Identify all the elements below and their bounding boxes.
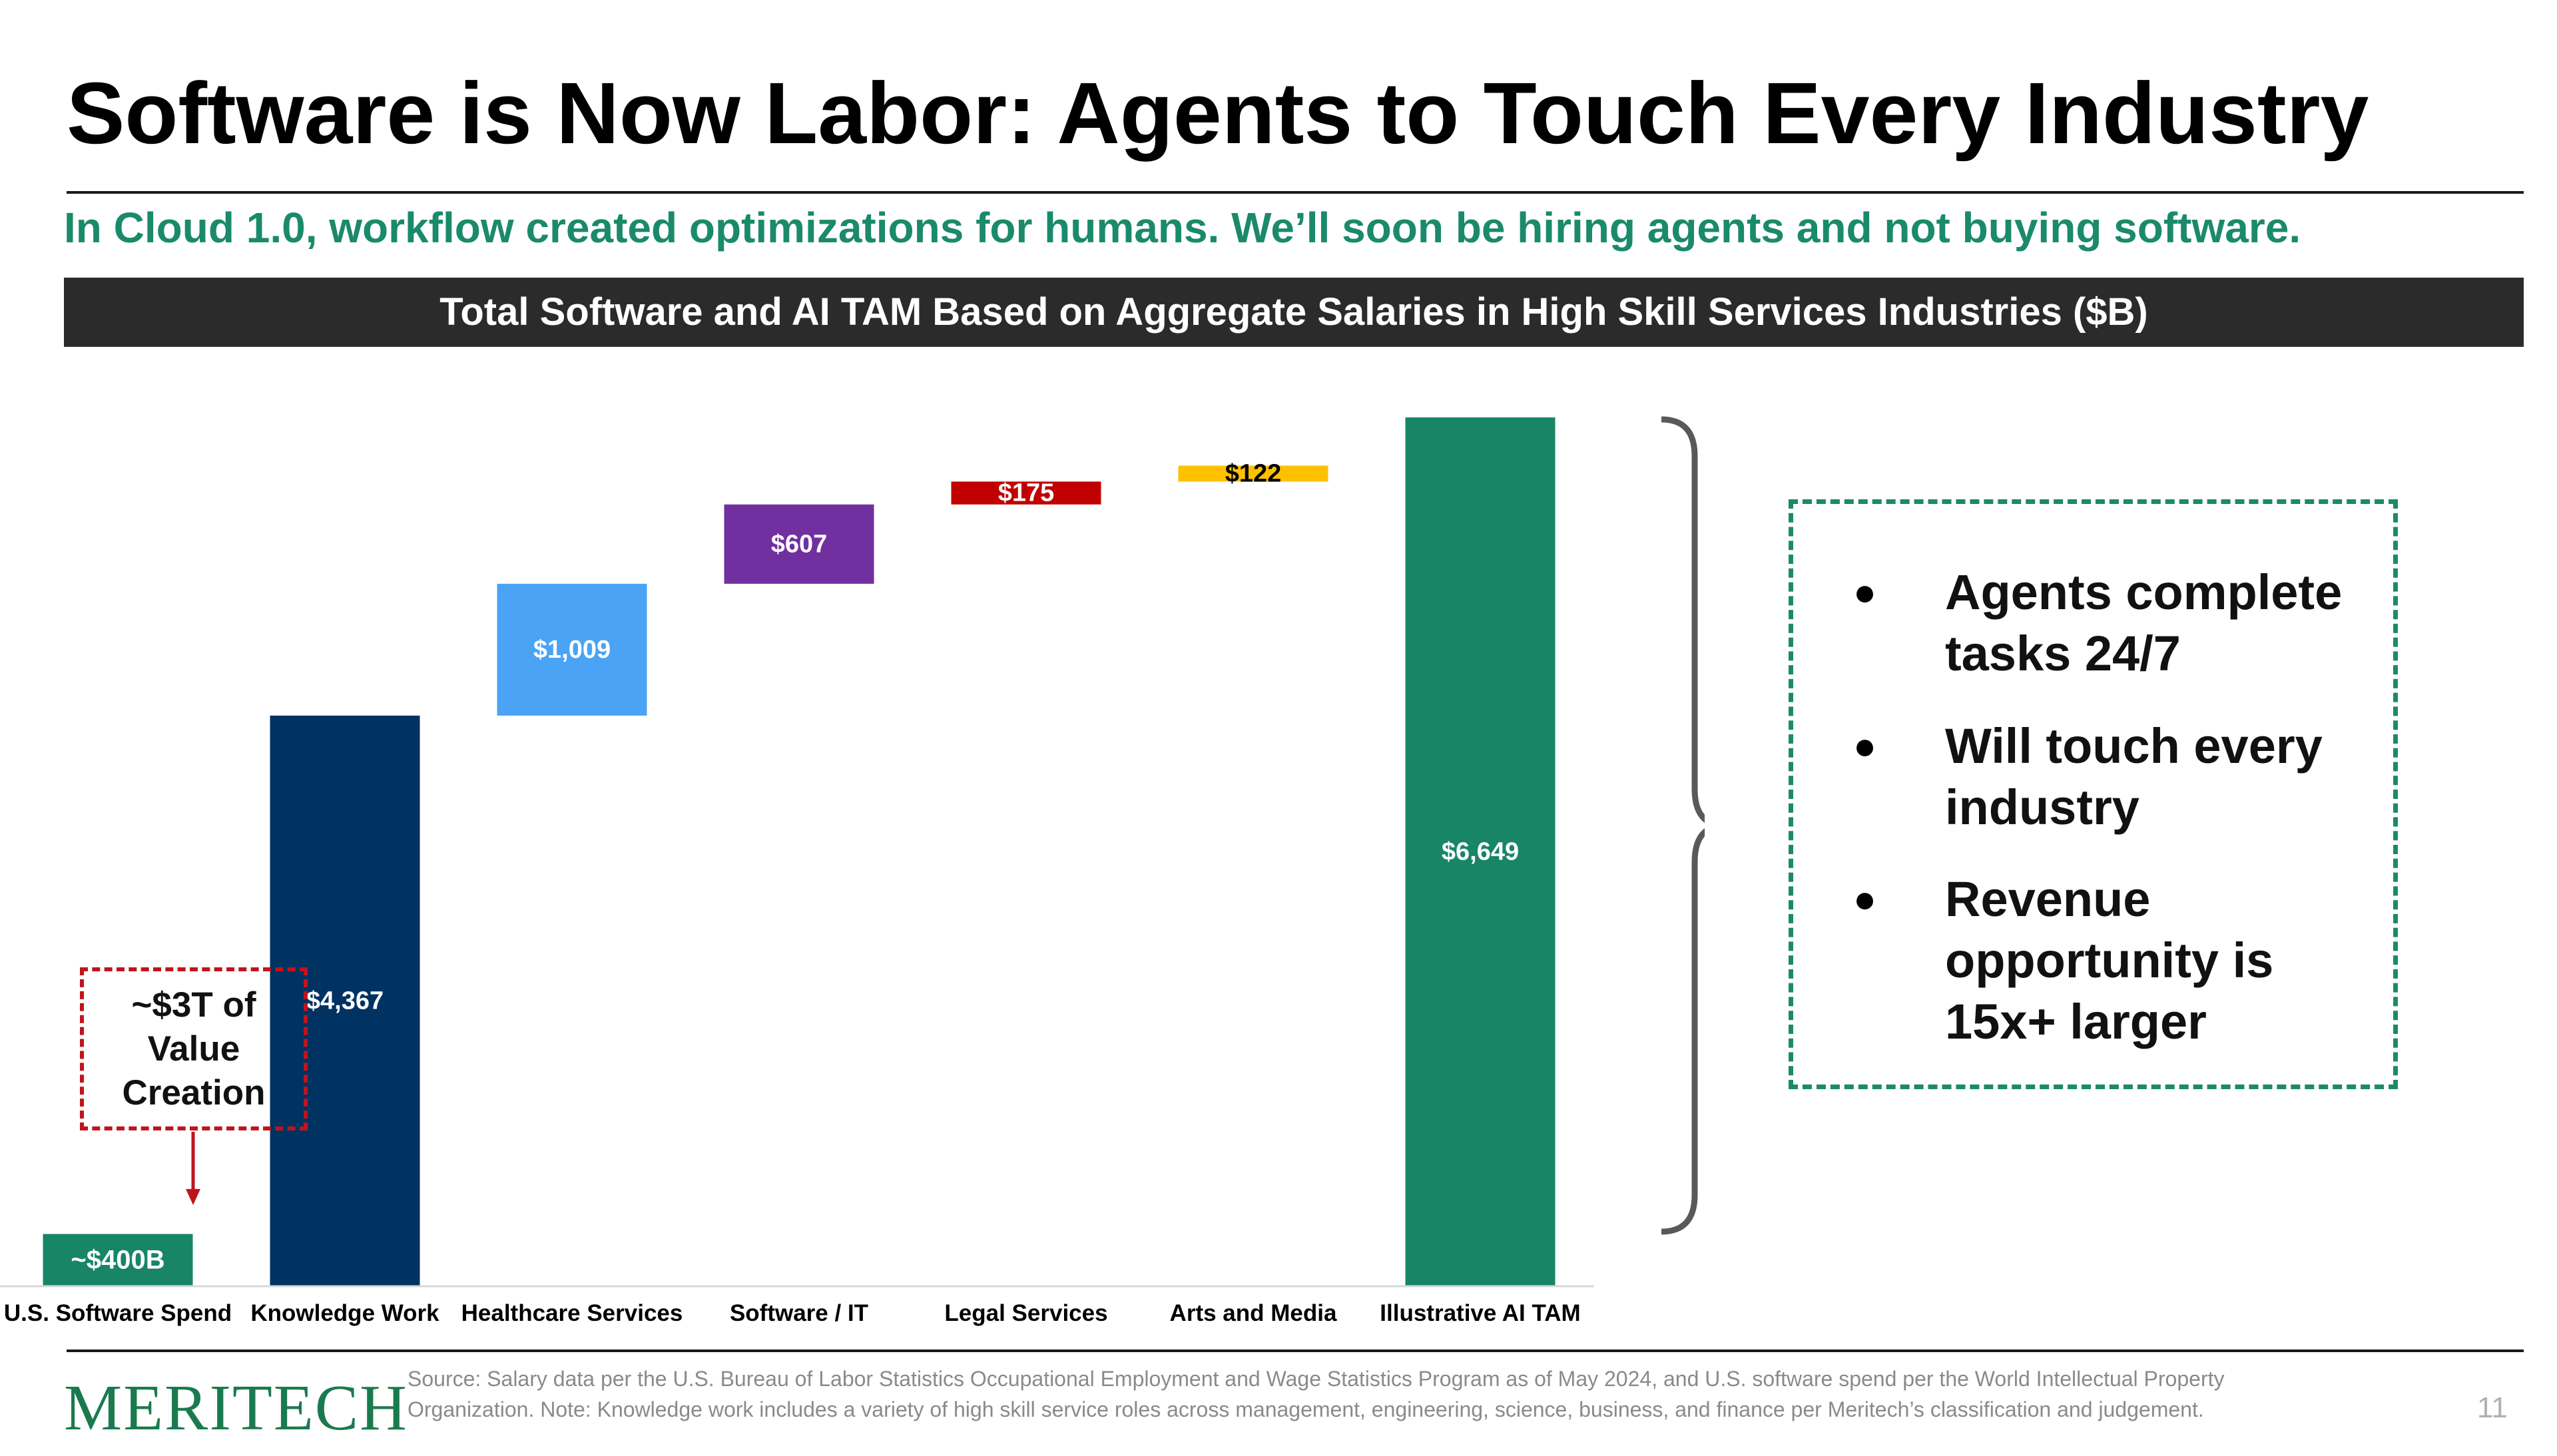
- chart-category-labels: U.S. Software Spend Knowledge Work Healthc…: [4, 1300, 1581, 1326]
- bullet-icon: ●: [1853, 571, 1877, 614]
- bullet-icon: ●: [1853, 724, 1877, 768]
- chart-data-label: ~$400B: [71, 1246, 164, 1275]
- chart-bars: [43, 417, 1556, 1286]
- waterfall-chart: ~$400B $4,367 $1,009 $607 $175 $122 $6,649 U.S…: [0, 416, 1705, 1326]
- chart-data-label: $4,367: [306, 987, 384, 1015]
- bullet-text: Will touch every industry: [1945, 718, 2323, 835]
- slide-subtitle: In Cloud 1.0, workflow created optimizat…: [64, 204, 2301, 252]
- arrow-down-icon: [186, 1132, 200, 1205]
- page-number: 11: [2477, 1391, 2508, 1424]
- chart-category-label: Legal Services: [944, 1300, 1107, 1326]
- bullet-icon: ●: [1853, 877, 1877, 921]
- chart-bar: [270, 715, 420, 1286]
- key-points-box: ● Agents complete tasks 24/7 ● Will touc…: [1789, 499, 2398, 1089]
- meritech-logo: MERITECH: [64, 1372, 408, 1444]
- bullet-text: Agents complete tasks 24/7: [1945, 565, 2343, 681]
- chart-data-label: $607: [771, 530, 828, 558]
- chart-data-labels: ~$400B $4,367 $1,009 $607 $175 $122 $6,649: [71, 459, 1519, 1274]
- chart-bar: [951, 481, 1101, 505]
- chart-category-label: Healthcare Services: [461, 1300, 683, 1326]
- chart-data-label: $175: [998, 479, 1055, 507]
- chart-data-label: $1,009: [533, 636, 611, 664]
- footer-divider: [67, 1349, 2524, 1352]
- chart-data-label: $122: [1225, 459, 1282, 487]
- chart-category-label: Software / IT: [730, 1300, 868, 1326]
- chart-category-label: Illustrative AI TAM: [1380, 1300, 1580, 1326]
- chart-bar: [497, 583, 647, 716]
- bullet-text: Revenue opportunity is 15x+ larger: [1945, 871, 2274, 1049]
- chart-bar: [43, 1234, 193, 1286]
- value-creation-callout: ~$3T of Value Creation: [80, 967, 308, 1130]
- bracket-icon: [1661, 416, 1705, 1235]
- chart-title-banner: Total Software and AI TAM Based on Aggre…: [64, 278, 2524, 347]
- chart-bar: [1178, 465, 1328, 482]
- chart-data-label: $6,649: [1442, 838, 1519, 866]
- chart-category-label: Knowledge Work: [250, 1300, 439, 1326]
- chart-category-label: Arts and Media: [1170, 1300, 1337, 1326]
- slide-title: Software is Now Labor: Agents to Touch E…: [67, 64, 2369, 162]
- callout-text: ~$3T of Value Creation: [122, 985, 266, 1112]
- chart-bar: [1405, 417, 1556, 1286]
- chart-bar: [724, 504, 874, 584]
- chart-category-label: U.S. Software Spend: [4, 1300, 232, 1326]
- source-note: Source: Salary data per the U.S. Bureau …: [408, 1367, 2225, 1421]
- title-divider: [67, 191, 2524, 194]
